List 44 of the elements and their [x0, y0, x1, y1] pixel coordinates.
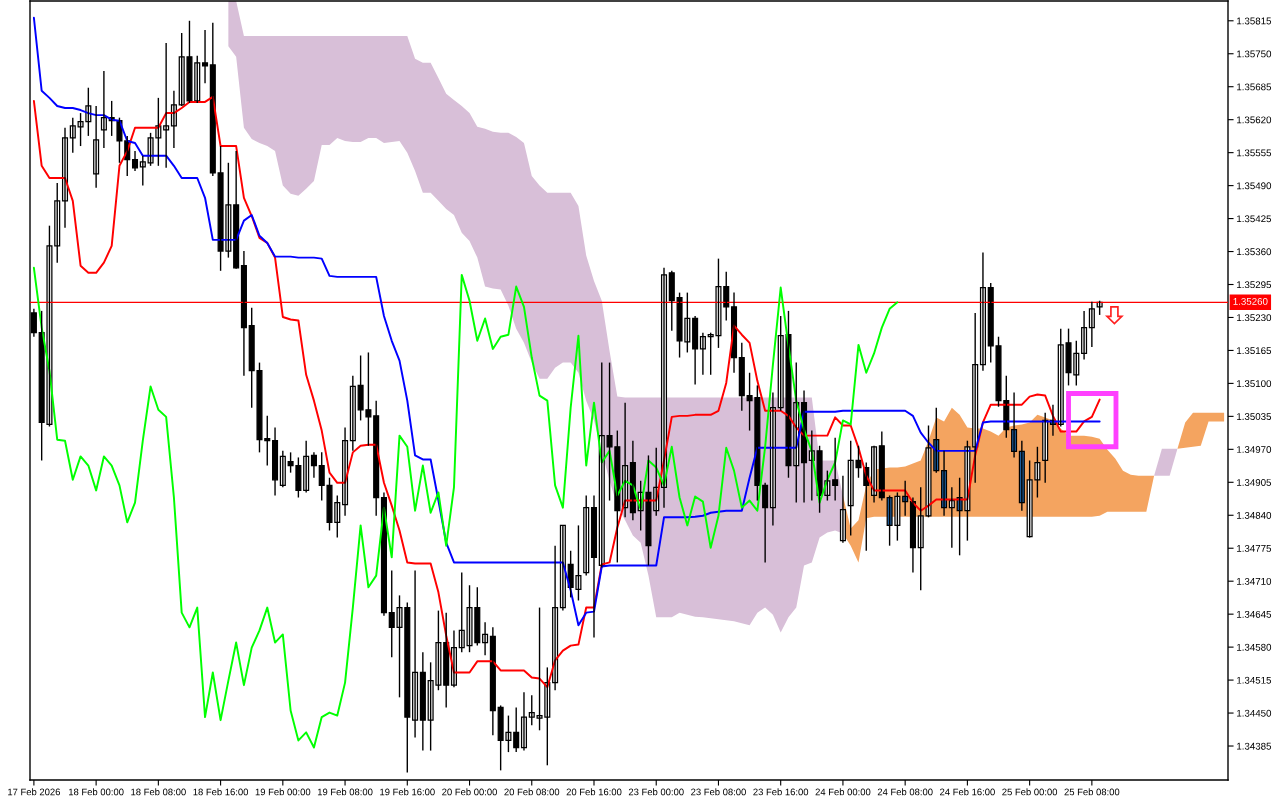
x-tick-label: 18 Feb 08:00: [131, 788, 186, 796]
y-tick-label: 1.35750: [1237, 50, 1272, 58]
x-tick-label: 25 Feb 00:00: [1002, 788, 1058, 796]
x-tick-label: 23 Feb 08:00: [691, 788, 746, 796]
x-tick-label: 20 Feb 08:00: [504, 788, 560, 796]
x-tick-label: 20 Feb 00:00: [442, 788, 497, 796]
y-tick-label: 1.35425: [1237, 215, 1272, 223]
y-tick-label: 1.35490: [1237, 182, 1272, 190]
y-tick-label: 1.34645: [1237, 610, 1272, 618]
y-tick-label: 1.35360: [1237, 248, 1272, 256]
y-tick-label: 1.35620: [1237, 116, 1272, 124]
y-tick-label: 1.34450: [1237, 709, 1272, 717]
y-tick-label: 1.35295: [1237, 281, 1272, 289]
y-tick-label: 1.34840: [1237, 512, 1272, 519]
y-tick-label: 1.35815: [1237, 17, 1272, 25]
y-tick-label: 1.34515: [1237, 676, 1272, 684]
y-tick-label: 1.34775: [1237, 544, 1272, 552]
x-tick-label: 24 Feb 08:00: [877, 788, 933, 796]
x-tick-label: 23 Feb 16:00: [753, 788, 809, 796]
line-series: [32, 266, 899, 749]
x-tick-label: 24 Feb 16:00: [940, 788, 995, 796]
y-tick-label: 1.34580: [1237, 643, 1272, 651]
ref-line-label: 1.35260: [1233, 297, 1268, 305]
y-tick-label: 1.35165: [1237, 347, 1272, 355]
y-tick-label: 1.34905: [1237, 479, 1272, 486]
x-tick-label: 17 Feb 2026: [8, 788, 60, 796]
y-tick-label: 1.35230: [1237, 314, 1272, 322]
y-tick-label: 1.34970: [1237, 446, 1272, 453]
x-tick-label: 18 Feb 00:00: [69, 788, 124, 796]
line-series: [32, 16, 1101, 627]
x-tick-label: 19 Feb 00:00: [255, 788, 311, 796]
y-tick-label: 1.35685: [1237, 83, 1272, 91]
y-tick-label: 1.34385: [1237, 742, 1272, 750]
x-tick-label: 20 Feb 16:00: [566, 788, 622, 796]
y-tick-label: 1.35555: [1237, 149, 1272, 157]
y-tick-label: 1.35100: [1237, 380, 1272, 388]
x-tick-label: 19 Feb 16:00: [380, 788, 435, 796]
x-tick-label: 19 Feb 08:00: [317, 788, 373, 796]
y-tick-label: 1.35035: [1237, 413, 1272, 420]
x-tick-label: 23 Feb 00:00: [628, 788, 684, 796]
x-tick-label: 25 Feb 08:00: [1064, 788, 1120, 796]
x-tick-label: 24 Feb 00:00: [815, 788, 871, 796]
y-tick-label: 1.34710: [1237, 577, 1272, 585]
x-tick-label: 18 Feb 16:00: [193, 788, 249, 796]
